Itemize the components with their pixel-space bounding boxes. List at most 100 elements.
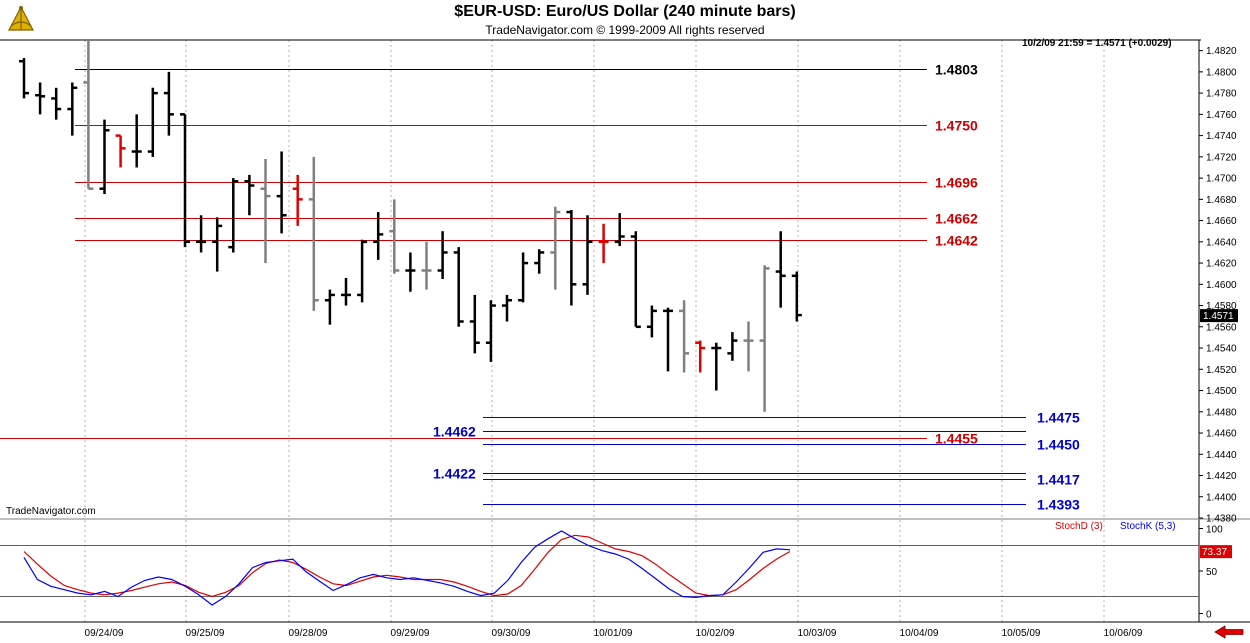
chart-title: $EUR-USD: Euro/US Dollar (240 minute bar… — [454, 3, 796, 20]
watermark-text: TradeNavigator.com — [6, 506, 96, 517]
stoch-last-label: 73.37 — [1202, 547, 1227, 558]
price-bar — [566, 209, 577, 306]
price-bar — [260, 158, 271, 264]
price-bar — [180, 113, 190, 248]
price-bar — [244, 174, 255, 216]
price-bar — [115, 134, 126, 168]
y-tick-label: 1.4540 — [1206, 344, 1237, 355]
left-arrow-icon[interactable] — [1213, 625, 1245, 639]
price-bar — [51, 87, 62, 120]
price-bar — [437, 231, 448, 279]
price-bar — [485, 300, 496, 362]
y-tick-label: 1.4800 — [1206, 67, 1237, 78]
price-bar — [614, 213, 625, 247]
price-bar — [389, 199, 400, 274]
price-bar — [19, 58, 29, 99]
y-tick-label: 1.4720 — [1206, 152, 1237, 163]
price-bar — [83, 40, 94, 190]
y-tick-label: 1.4600 — [1206, 280, 1237, 291]
price-bar — [518, 252, 529, 303]
y-tick-label: 1.4580 — [1206, 301, 1237, 312]
level-label: 1.4417 — [1037, 472, 1080, 488]
stoch-last-box — [1200, 545, 1232, 559]
x-tick-label: 09/24/09 — [85, 628, 124, 639]
price-bar — [308, 156, 319, 311]
level-label: 1.4462 — [433, 424, 476, 440]
price-bar — [405, 252, 416, 292]
price-bar — [453, 247, 464, 327]
y-tick-label: 1.4620 — [1206, 259, 1237, 270]
price-bar — [373, 212, 384, 260]
price-bar — [502, 294, 512, 322]
y-tick-label: 1.4780 — [1206, 89, 1237, 100]
price-bar — [421, 241, 432, 290]
price-bar — [99, 119, 110, 195]
y-tick-label: 1.4740 — [1206, 131, 1237, 142]
price-bar — [727, 332, 738, 361]
price-bar — [357, 239, 368, 303]
x-tick-label: 10/04/09 — [900, 628, 939, 639]
price-bars — [19, 40, 802, 412]
price-bar — [646, 305, 657, 338]
x-tick-label: 10/03/09 — [798, 628, 837, 639]
level-lines: 1.4803 1.4750 1.4696 1.4662 1.4642 1.4475 1.44… — [0, 62, 1080, 513]
price-bar — [743, 321, 754, 372]
price-bar — [276, 151, 287, 234]
price-bar — [35, 82, 46, 115]
x-axis-labels: 09/24/09 09/25/09 09/28/09 09/29/09 09/30/09… — [85, 628, 1143, 639]
y-tick-label: 1.4480 — [1206, 407, 1237, 418]
x-tick-label: 10/02/09 — [696, 628, 735, 639]
level-label: 1.4475 — [1037, 410, 1080, 426]
price-bar — [341, 277, 351, 306]
y-tick-label: 1.4380 — [1206, 514, 1237, 525]
price-bar — [695, 340, 706, 373]
y-tick-label: 1.4460 — [1206, 429, 1237, 440]
stoch-y-label: 50 — [1206, 567, 1218, 578]
price-bar — [711, 342, 722, 391]
price-bar — [147, 87, 158, 157]
price-bar — [630, 231, 641, 329]
y-tick-label: 1.4420 — [1206, 471, 1237, 482]
x-tick-label: 09/30/09 — [492, 628, 531, 639]
legend-stochk: StochK (5,3) — [1120, 521, 1176, 532]
price-bar — [67, 82, 78, 136]
y-tick-label: 1.4820 — [1206, 46, 1237, 57]
stochd-line — [23, 534, 791, 598]
price-bar — [582, 215, 593, 295]
y-tick-label: 1.4680 — [1206, 195, 1237, 206]
y-tick-label: 1.4760 — [1206, 110, 1237, 121]
y-axis-labels: 1.4820 1.4800 1.4780 1.4760 1.4740 1.4720 1.47… — [1199, 46, 1238, 525]
price-bar — [469, 294, 480, 354]
copyright-subtitle: TradeNavigator.com © 1999-2009 All right… — [485, 23, 765, 37]
sextant-logo-icon — [8, 5, 34, 31]
chart-frame — [0, 39, 1250, 623]
x-tick-label: 09/28/09 — [289, 628, 328, 639]
y-tick-label: 1.4520 — [1206, 365, 1237, 376]
price-bar — [163, 71, 174, 136]
x-tick-label: 10/01/09 — [594, 628, 633, 639]
level-label: 1.4642 — [935, 233, 978, 249]
price-bar — [324, 289, 335, 325]
y-tick-label: 1.4660 — [1206, 216, 1237, 227]
price-bar — [292, 174, 303, 226]
level-label: 1.4455 — [935, 431, 978, 447]
last-price-box — [1200, 309, 1238, 323]
price-bar — [679, 300, 690, 373]
price-bar — [759, 265, 770, 412]
level-label: 1.4422 — [433, 466, 476, 482]
y-tick-label: 1.4700 — [1206, 174, 1237, 185]
price-bar — [598, 223, 609, 264]
price-bar — [212, 217, 223, 272]
y-tick-label: 1.4640 — [1206, 237, 1237, 248]
level-label: 1.4696 — [935, 175, 978, 191]
price-bar — [131, 114, 142, 168]
y-tick-label: 1.4440 — [1206, 450, 1237, 461]
legend-stochd: StochD (3) — [1055, 521, 1103, 532]
stochastic-panel: 100 50 0 StochD (3) StochK (5,3) 73.37 — [0, 521, 1232, 621]
x-tick-label: 10/06/09 — [1104, 628, 1143, 639]
level-label: 1.4803 — [935, 62, 978, 78]
price-bar — [228, 178, 239, 253]
level-label: 1.4662 — [935, 211, 978, 227]
x-tick-label: 09/25/09 — [186, 628, 225, 639]
stochk-line — [23, 530, 791, 606]
